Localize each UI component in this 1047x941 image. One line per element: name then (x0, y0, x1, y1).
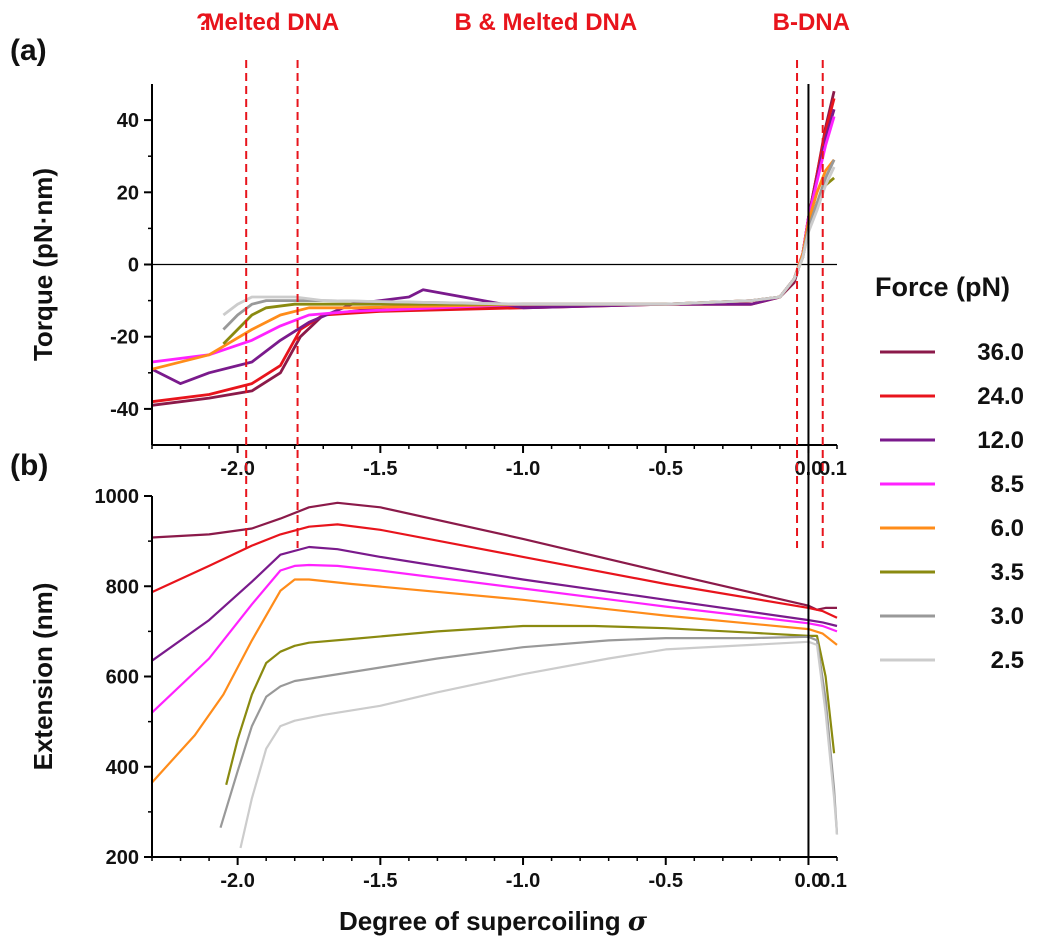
legend-label: 24.0 (977, 383, 1024, 410)
region-label: B-DNA (773, 9, 850, 36)
legend-label: 2.5 (991, 647, 1024, 674)
region-label: ? (196, 9, 211, 36)
x-tick-label: -0.5 (649, 870, 683, 892)
y-axis-label: Extension (nm) (28, 583, 58, 771)
legend-label: 6.0 (991, 515, 1024, 542)
x-tick-label: -1.5 (363, 458, 397, 480)
panel-label: (b) (10, 449, 48, 482)
x-axis-label: Degree of supercoiling σ (339, 906, 648, 937)
extension-panel: (b) Extension (nm) 200 400 600 800 1000 -2.0 -1.… (10, 449, 847, 892)
legend-label: 36.0 (977, 339, 1024, 366)
x-tick-label: -2.0 (220, 870, 254, 892)
y-tick-label: 0 (128, 255, 139, 277)
y-tick-label: -40 (110, 399, 139, 421)
series-line-36.0 (151, 90, 836, 407)
series-line-3.0 (219, 635, 839, 835)
legend-label: 3.0 (991, 603, 1024, 630)
series-line-2.5 (239, 640, 839, 849)
series-line-24.0 (151, 523, 838, 619)
series-line-12.0 (151, 108, 836, 386)
y-tick-label: -20 (110, 327, 139, 349)
region-labels: ?Melted DNA B & Melted DNA B-DNA (196, 9, 850, 36)
x-tick-label: -1.5 (363, 870, 397, 892)
series-line-8.5 (151, 116, 836, 364)
series-group (151, 90, 836, 407)
series-line-2.5 (222, 166, 836, 317)
series-line-12.0 (151, 545, 838, 662)
panel-label: (a) (10, 34, 47, 67)
x-axis-sigma: σ (628, 907, 648, 937)
series-line-36.0 (151, 501, 837, 611)
y-tick-label: 40 (117, 110, 139, 132)
legend-title: Force (pN) (875, 272, 1010, 302)
region-label: B & Melted DNA (455, 9, 638, 36)
region-boundaries (245, 60, 824, 857)
x-tick-label: 0.1 (819, 870, 847, 892)
legend-label: 12.0 (977, 427, 1024, 454)
y-tick-label: 800 (106, 576, 139, 598)
x-tick-label: -1.0 (506, 870, 540, 892)
y-tick-label: 400 (106, 757, 139, 779)
region-label: Melted DNA (205, 9, 340, 36)
x-tick-label: -0.5 (649, 458, 683, 480)
force-legend: Force (pN) 36.0 24.0 12.0 8.5 6.0 3.5 3.0 2.5 (875, 272, 1024, 674)
legend-label: 3.5 (991, 559, 1024, 586)
torque-panel: (a) Torque (pN·nm) -40 -20 0 20 40 -2.0 -1.5 -1.0… (10, 34, 847, 480)
y-tick-label: 600 (106, 667, 139, 689)
y-tick-label: 20 (117, 182, 139, 204)
y-axis-label: Torque (pN·nm) (28, 168, 58, 361)
legend-label: 8.5 (991, 471, 1024, 498)
x-tick-label: -1.0 (506, 458, 540, 480)
series-group (151, 501, 839, 849)
series-line-24.0 (151, 98, 836, 404)
y-tick-label: 1000 (95, 486, 140, 508)
x-tick-label: 0.0 (795, 870, 823, 892)
x-tick-label: 0.1 (819, 458, 847, 480)
x-axis-label-text: Degree of supercoiling (339, 906, 628, 936)
x-tick-label: -2.0 (220, 458, 254, 480)
series-line-3.5 (225, 624, 836, 786)
y-tick-label: 200 (106, 847, 139, 869)
